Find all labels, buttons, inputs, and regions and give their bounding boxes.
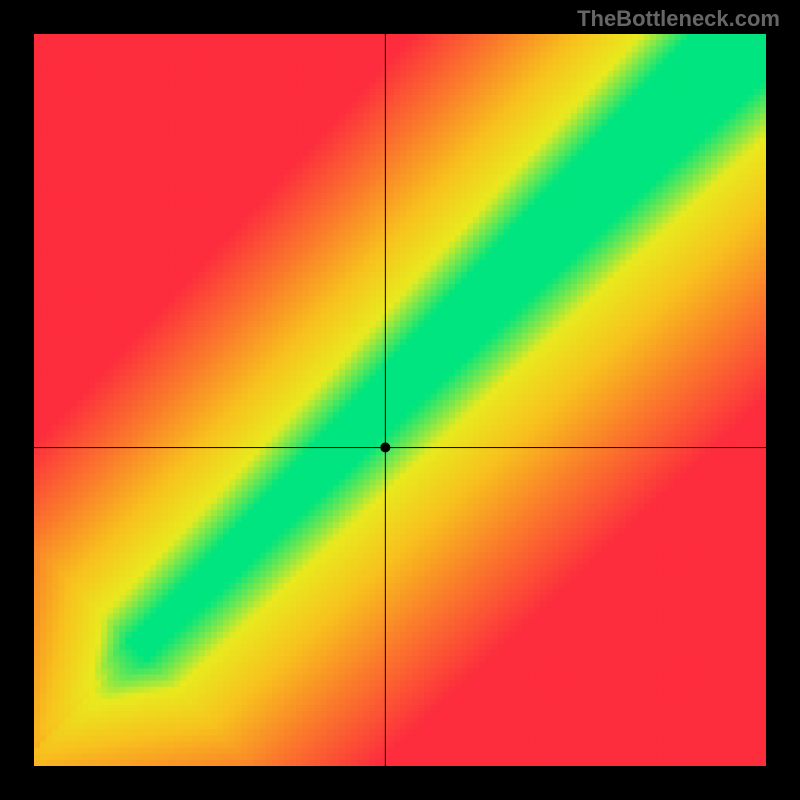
chart-container: TheBottleneck.com xyxy=(0,0,800,800)
watermark-text: TheBottleneck.com xyxy=(577,6,780,32)
heatmap-canvas xyxy=(34,34,766,766)
plot-area xyxy=(34,34,766,766)
